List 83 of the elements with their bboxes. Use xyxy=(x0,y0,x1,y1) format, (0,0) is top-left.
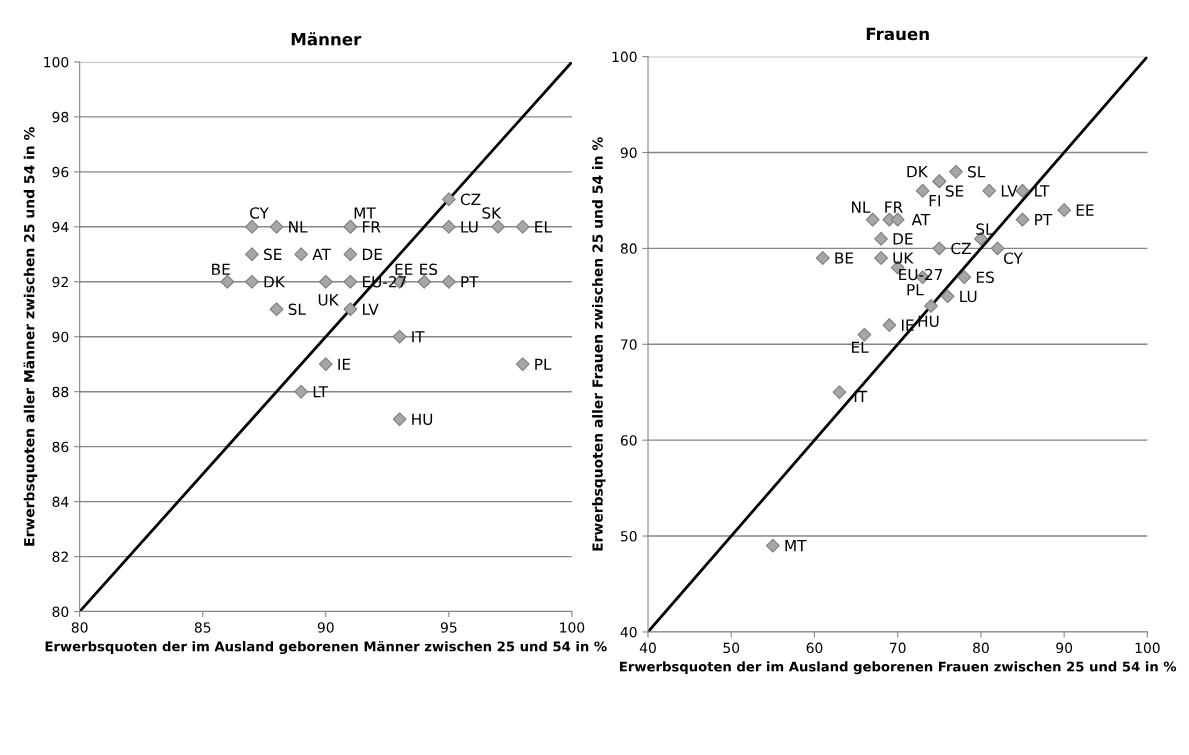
annotation: SK xyxy=(482,207,502,219)
annotation: PL xyxy=(535,358,552,370)
annotation: ES xyxy=(420,263,438,276)
y-tick-label: 90 xyxy=(52,331,69,343)
annotation: LU xyxy=(960,290,977,303)
y-tick-label: 50 xyxy=(620,531,637,542)
annotation: CZ xyxy=(951,242,971,255)
x-tick-label: 80 xyxy=(71,622,88,633)
annotation: LU xyxy=(461,221,478,233)
annotation: FR xyxy=(363,221,381,233)
annotation: LT xyxy=(1035,185,1050,197)
annotation: SL xyxy=(968,165,986,178)
x-tick-label: 40 xyxy=(639,642,656,654)
annotation: EL xyxy=(535,221,552,233)
annotation: EE xyxy=(1076,204,1094,216)
chart-title: Männer xyxy=(291,32,362,46)
x-tick-label: 50 xyxy=(723,642,740,654)
y-tick-label: 98 xyxy=(52,111,69,123)
y-axis-title: Erwerbsquoten aller Frauen zwischen 25 und 54 in % xyxy=(592,137,606,551)
y-tick-label: 100 xyxy=(612,51,637,63)
annotation: BE xyxy=(835,252,854,264)
annotation: PT xyxy=(461,276,479,288)
annotation: AT xyxy=(312,248,331,260)
annotation: NL xyxy=(852,201,871,213)
x-tick-label: 60 xyxy=(806,642,823,654)
y-tick-label: 86 xyxy=(52,441,69,453)
y-tick-label: 70 xyxy=(621,339,637,350)
annotation: CY xyxy=(1003,252,1023,264)
annotation: NL xyxy=(289,221,308,233)
y-tick-label: 80 xyxy=(52,606,69,618)
x-tick-label: 90 xyxy=(317,622,334,633)
x-tick-label: 85 xyxy=(194,622,211,633)
annotation: FR xyxy=(885,201,903,213)
chart-title: Frauen xyxy=(866,27,929,41)
annotation: UK xyxy=(893,252,914,264)
x-tick-label: 90 xyxy=(1056,642,1073,654)
annotation: AT xyxy=(911,214,931,226)
x-axis-title: Erwerbsquoten der im Ausland geborenen Frauen zwischen 25 und 54 in % xyxy=(620,661,1177,675)
annotation: SE xyxy=(945,185,964,197)
y-tick-label: 88 xyxy=(52,386,69,398)
annotation: IE xyxy=(338,358,351,370)
annotation: CZ xyxy=(460,193,481,206)
annotation: ES xyxy=(976,271,994,283)
annotation: LV xyxy=(363,303,379,315)
annotation: EU-27 xyxy=(899,268,943,281)
x-tick-label: 100 xyxy=(560,622,585,633)
annotation: DK xyxy=(264,276,286,288)
y-tick-label: 82 xyxy=(52,551,68,563)
annotation: UK xyxy=(318,294,339,306)
annotation: HU xyxy=(918,315,939,328)
annotation: SL xyxy=(976,223,994,235)
annotation: DE xyxy=(363,248,382,260)
y-tick-label: 92 xyxy=(52,276,68,288)
x-tick-label: 80 xyxy=(973,642,989,654)
x-tick-label: 100 xyxy=(1135,642,1160,654)
annotation: EL xyxy=(852,341,869,353)
annotation: LT xyxy=(313,386,329,398)
annotation: DK xyxy=(907,166,929,178)
annotation: HU xyxy=(412,413,433,425)
annotation: BE xyxy=(212,263,230,275)
annotation: DE xyxy=(893,233,913,245)
annotation: PL xyxy=(907,284,924,296)
annotation: SL xyxy=(288,303,306,316)
y-tick-label: 60 xyxy=(620,435,637,446)
y-axis-title: Erwerbsquoten aller Männer zwischen 25 und 54 in % xyxy=(23,126,38,546)
y-tick-label: 96 xyxy=(52,166,69,178)
y-tick-label: 90 xyxy=(620,147,637,158)
annotation: EE xyxy=(395,263,413,275)
x-tick-label: 70 xyxy=(890,642,906,654)
annotation: MT xyxy=(785,540,807,552)
annotation: CY xyxy=(250,207,269,219)
annotation: IT xyxy=(412,331,425,343)
y-tick-label: 84 xyxy=(52,496,69,508)
y-tick-label: 94 xyxy=(52,221,69,233)
annotation: FI xyxy=(929,195,941,207)
x-axis-title: Erwerbsquoten der im Ausland geborenen Männer zwischen 25 und 54 in % xyxy=(45,640,607,655)
x-tick-label: 95 xyxy=(440,622,457,633)
annotation: SE xyxy=(264,248,282,261)
annotation: PT xyxy=(1035,214,1053,226)
annotation: LV xyxy=(1001,185,1018,197)
annotation: MT xyxy=(354,207,376,219)
y-tick-label: 80 xyxy=(620,243,637,254)
y-tick-label: 100 xyxy=(44,56,69,68)
